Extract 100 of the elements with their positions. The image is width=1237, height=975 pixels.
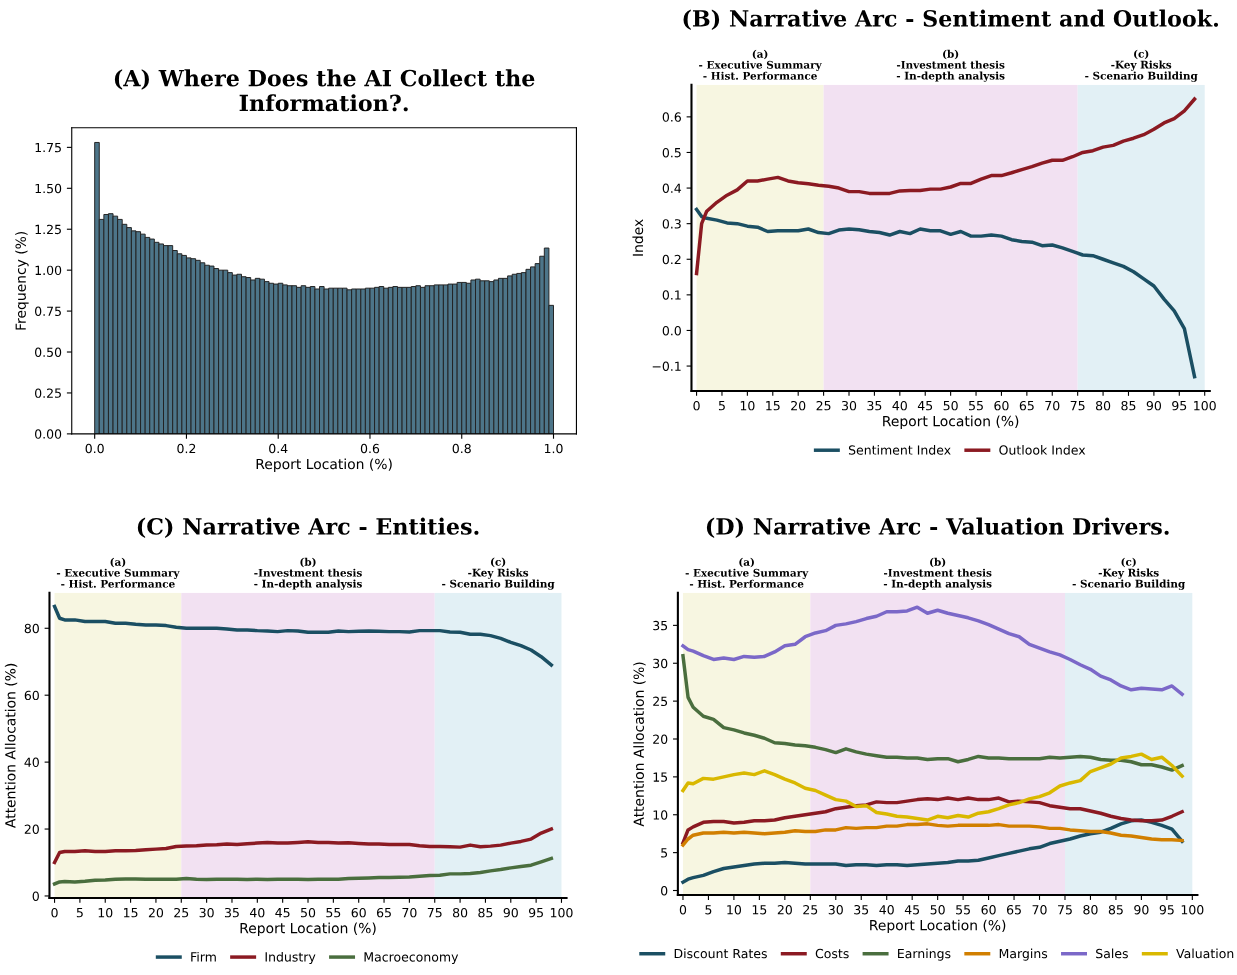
x-tick-label: 65 xyxy=(376,907,391,918)
x-tick-label: 85 xyxy=(1108,904,1123,915)
chart-title: (A) Where Does the AI Collect the Information?. xyxy=(114,69,535,112)
x-tick-label: 65 xyxy=(1019,400,1034,411)
x-tick-label: 0.6 xyxy=(360,443,380,454)
y-tick-label: 35 xyxy=(653,620,668,631)
x-axis-title: Report Location (%) xyxy=(883,415,1019,430)
x-tick-label: 25 xyxy=(816,400,831,411)
chart-title: (C) Narrative Arc - Entities. xyxy=(137,517,479,538)
x-tick-label: 35 xyxy=(867,400,882,411)
x-tick-label: 0 xyxy=(693,400,700,411)
y-tick-label: 0.25 xyxy=(35,388,61,398)
x-tick-label: 85 xyxy=(1121,400,1136,411)
y-tick-label: 0.3 xyxy=(662,219,681,229)
x-tick-label: 15 xyxy=(124,908,138,918)
x-tick-label: 95 xyxy=(1159,904,1174,915)
y-tick-label: 20 xyxy=(653,734,668,744)
x-tick-label: 55 xyxy=(326,908,341,918)
legend-label: Firm xyxy=(191,951,216,962)
x-tick-label: 40 xyxy=(249,907,265,918)
x-tick-label: 80 xyxy=(452,907,468,918)
x-axis-title: Report Location (%) xyxy=(240,922,376,937)
line-series xyxy=(681,822,1184,847)
x-axis-title: Report Location (%) xyxy=(870,919,1006,934)
y-tick-label: 80 xyxy=(24,623,39,634)
y-tick-label: 0.2 xyxy=(662,254,681,265)
x-tick-label: 15 xyxy=(766,401,780,411)
y-axis-title: Attention Allocation (%) xyxy=(4,663,18,828)
y-tick-label: 0.6 xyxy=(662,112,681,122)
x-tick-label: 0.4 xyxy=(269,443,288,454)
y-tick-label: 1.00 xyxy=(35,265,62,276)
y-axis-title: Attention Allocation (%) xyxy=(633,662,646,827)
x-tick-label: 30 xyxy=(199,907,214,918)
y-tick-label: 1.25 xyxy=(35,224,61,235)
x-tick-label: 85 xyxy=(478,907,493,918)
x-tick-label: 45 xyxy=(917,401,933,411)
line-series xyxy=(681,605,1184,697)
x-tick-label: 25 xyxy=(803,904,818,915)
legend-label: Costs xyxy=(815,948,849,959)
legend-label: Earnings xyxy=(898,948,951,961)
y-tick-label: 1.50 xyxy=(35,183,62,194)
x-tick-label: 65 xyxy=(1006,904,1021,915)
band-label: (c) -Key Risks - Scenario Building xyxy=(442,557,555,590)
y-tick-label: 0.0 xyxy=(662,325,681,336)
x-tick-label: 50 xyxy=(930,904,945,915)
line-series xyxy=(694,97,1197,276)
x-tick-label: 60 xyxy=(981,904,996,915)
line-series xyxy=(694,207,1197,379)
x-tick-label: 10 xyxy=(98,907,113,918)
band-label: (b) -Investment thesis - In-depth analysis xyxy=(254,557,362,590)
band-label: (b) -Investment thesis - In-depth analysis xyxy=(896,49,1005,82)
y-tick-label: 0.75 xyxy=(35,306,61,317)
x-tick-label: 100 xyxy=(1181,904,1204,915)
band-label: (a) - Executive Summary - Hist. Performance xyxy=(56,557,180,588)
line-series xyxy=(681,653,1184,772)
x-tick-label: 0.0 xyxy=(85,443,104,454)
x-tick-label: 5 xyxy=(705,905,712,915)
legend-label: Sales xyxy=(1096,948,1128,959)
x-tick-label: 35 xyxy=(854,904,869,915)
x-tick-label: 95 xyxy=(528,907,543,918)
x-tick-label: 60 xyxy=(351,907,366,918)
x-tick-label: 1.0 xyxy=(544,443,563,454)
y-tick-label: −0.1 xyxy=(652,361,681,371)
x-tick-label: 55 xyxy=(969,401,983,411)
x-tick-label: 75 xyxy=(427,908,442,918)
y-tick-label: 0.50 xyxy=(35,347,62,357)
x-tick-label: 80 xyxy=(1083,904,1098,915)
y-tick-label: 15 xyxy=(653,772,668,782)
x-tick-label: 30 xyxy=(842,400,857,411)
x-tick-label: 95 xyxy=(1172,400,1187,411)
legend-label: Industry xyxy=(265,951,316,965)
y-tick-label: 1.75 xyxy=(35,143,61,153)
band-label: (c) -Key Risks - Scenario Building xyxy=(1085,49,1198,82)
x-tick-label: 45 xyxy=(904,905,920,915)
x-tick-label: 20 xyxy=(777,904,792,915)
y-tick-label: 20 xyxy=(24,824,39,834)
x-tick-label: 0.2 xyxy=(177,443,196,454)
line-series xyxy=(681,752,1184,822)
x-tick-label: 80 xyxy=(1095,400,1111,411)
band-label: (a) - Executive Summary - Hist. Performance xyxy=(699,49,822,80)
x-tick-label: 40 xyxy=(892,400,907,411)
band-label: (b) -Investment thesis - In-depth analysis xyxy=(883,557,992,590)
x-tick-label: 100 xyxy=(1194,400,1216,411)
y-tick-label: 0.00 xyxy=(35,429,62,439)
x-tick-label: 20 xyxy=(148,907,164,918)
line-series xyxy=(52,827,554,865)
x-tick-label: 50 xyxy=(301,907,316,918)
x-tick-label: 30 xyxy=(828,904,843,915)
line-series xyxy=(681,818,1184,884)
y-tick-label: 25 xyxy=(653,696,668,707)
y-tick-label: 30 xyxy=(653,658,668,669)
line-series xyxy=(681,796,1184,845)
band-label: (c) -Key Risks - Scenario Building xyxy=(1072,557,1185,590)
x-tick-label: 75 xyxy=(1070,401,1085,411)
x-tick-label: 55 xyxy=(956,905,970,915)
x-tick-label: 70 xyxy=(402,907,417,918)
y-tick-label: 0 xyxy=(661,885,668,896)
x-tick-label: 90 xyxy=(503,907,518,918)
x-tick-label: 90 xyxy=(1134,904,1149,915)
x-tick-label: 75 xyxy=(1058,905,1072,915)
